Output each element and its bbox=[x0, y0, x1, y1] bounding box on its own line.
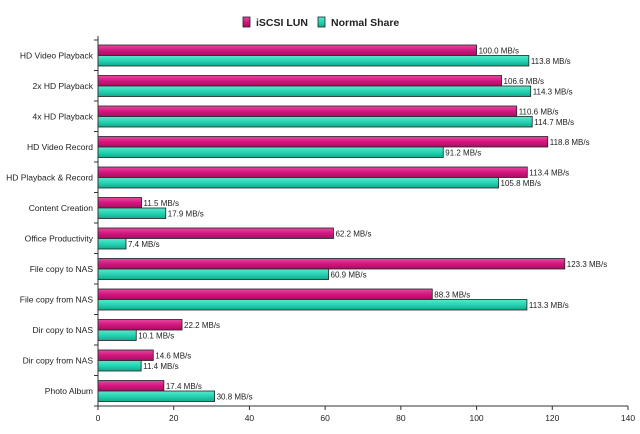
data-label-normal-share-hd-playback-record: 105.8 MB/s bbox=[501, 179, 541, 188]
category-label-4x-hd-playback: 4x HD Playback bbox=[33, 111, 94, 121]
data-label-normal-share-office-productivity: 7.4 MB/s bbox=[128, 240, 160, 249]
bar-iscsi-lun-file-copy-to-nas bbox=[97, 258, 566, 270]
bar-normal-share-dir-copy-from-nas bbox=[97, 360, 142, 372]
category-label-hd-video-playback: HD Video Playback bbox=[20, 50, 94, 60]
category-label-office-productivity: Office Productivity bbox=[25, 233, 94, 243]
legend-swatch-iscsi-lun bbox=[242, 16, 251, 28]
data-label-normal-share-file-copy-from-nas: 113.3 MB/s bbox=[529, 301, 569, 310]
data-label-normal-share-4x-hd-playback: 114.7 MB/s bbox=[534, 118, 574, 127]
bar-iscsi-lun-4x-hd-playback bbox=[97, 105, 518, 117]
legend-swatch-normal-share bbox=[317, 16, 326, 28]
x-tick-label: 60 bbox=[320, 413, 330, 423]
bar-normal-share-hd-playback-record bbox=[97, 177, 499, 189]
bar-iscsi-lun-dir-copy-to-nas bbox=[97, 319, 183, 331]
bar-normal-share-dir-copy-to-nas bbox=[97, 329, 137, 341]
bar-normal-share-file-copy-to-nas bbox=[97, 268, 329, 280]
bar-normal-share-2x-hd-playback bbox=[97, 85, 532, 97]
category-label-hd-playback-record: HD Playback & Record bbox=[6, 172, 93, 182]
x-tick-label: 0 bbox=[96, 413, 101, 423]
bar-iscsi-lun-hd-video-playback bbox=[97, 44, 477, 56]
category-label-dir-copy-from-nas: Dir copy from NAS bbox=[23, 355, 94, 365]
legend-label-iscsi-lun: iSCSI LUN bbox=[256, 17, 308, 29]
plot-area: 100.0 MB/s 113.8 MB/s 106.6 MB/s 114.3 MB/s… bbox=[97, 44, 607, 402]
bar-iscsi-lun-file-copy-from-nas bbox=[97, 288, 433, 300]
category-label-hd-video-record: HD Video Record bbox=[27, 142, 93, 152]
x-tick-label: 40 bbox=[245, 413, 255, 423]
legend: iSCSI LUN Normal Share bbox=[242, 16, 399, 29]
bar-iscsi-lun-2x-hd-playback bbox=[97, 75, 502, 87]
x-tick-label: 120 bbox=[545, 413, 559, 423]
bar-iscsi-lun-photo-album bbox=[97, 380, 165, 392]
data-label-normal-share-dir-copy-from-nas: 11.4 MB/s bbox=[143, 362, 178, 371]
data-label-iscsi-lun-content-creation: 11.5 MB/s bbox=[144, 199, 179, 208]
data-label-iscsi-lun-dir-copy-from-nas: 14.6 MB/s bbox=[155, 352, 191, 361]
data-label-iscsi-lun-4x-hd-playback: 110.6 MB/s bbox=[519, 108, 559, 117]
bar-normal-share-content-creation bbox=[97, 207, 167, 219]
bar-iscsi-lun-hd-video-record bbox=[97, 136, 549, 148]
legend-label-normal-share: Normal Share bbox=[331, 17, 399, 29]
x-tick-label: 140 bbox=[621, 413, 635, 423]
category-label-2x-hd-playback: 2x HD Playback bbox=[33, 81, 94, 91]
bar-iscsi-lun-content-creation bbox=[97, 197, 142, 209]
data-label-normal-share-photo-album: 30.8 MB/s bbox=[217, 393, 253, 402]
data-label-normal-share-hd-video-playback: 113.8 MB/s bbox=[531, 57, 571, 66]
bar-normal-share-office-productivity bbox=[97, 238, 127, 250]
data-label-iscsi-lun-dir-copy-to-nas: 22.2 MB/s bbox=[184, 321, 220, 330]
category-label-file-copy-to-nas: File copy to NAS bbox=[30, 264, 94, 274]
bar-normal-share-hd-video-playback bbox=[97, 55, 530, 67]
x-tick-label: 100 bbox=[469, 413, 483, 423]
data-label-iscsi-lun-hd-video-playback: 100.0 MB/s bbox=[479, 47, 519, 56]
category-label-dir-copy-to-nas: Dir copy to NAS bbox=[33, 325, 94, 335]
bar-normal-share-hd-video-record bbox=[97, 146, 444, 158]
data-label-iscsi-lun-photo-album: 17.4 MB/s bbox=[166, 382, 202, 391]
bar-iscsi-lun-hd-playback-record bbox=[97, 166, 528, 178]
data-label-normal-share-hd-video-record: 91.2 MB/s bbox=[445, 149, 481, 158]
data-label-iscsi-lun-hd-playback-record: 113.4 MB/s bbox=[529, 169, 569, 178]
data-label-iscsi-lun-2x-hd-playback: 106.6 MB/s bbox=[504, 77, 544, 86]
y-axis: HD Video Playback 2x HD Playback 4x HD Pla… bbox=[6, 36, 99, 407]
category-label-content-creation: Content Creation bbox=[29, 203, 94, 213]
bar-normal-share-4x-hd-playback bbox=[97, 116, 533, 128]
category-label-photo-album: Photo Album bbox=[45, 386, 93, 396]
x-tick-label: 20 bbox=[169, 413, 179, 423]
data-label-iscsi-lun-hd-video-record: 118.8 MB/s bbox=[550, 138, 590, 147]
data-label-normal-share-file-copy-to-nas: 60.9 MB/s bbox=[331, 271, 367, 280]
data-label-iscsi-lun-file-copy-from-nas: 88.3 MB/s bbox=[434, 291, 470, 300]
data-label-iscsi-lun-file-copy-to-nas: 123.3 MB/s bbox=[567, 260, 607, 269]
data-label-normal-share-dir-copy-to-nas: 10.1 MB/s bbox=[138, 332, 174, 341]
category-label-file-copy-from-nas: File copy from NAS bbox=[20, 294, 94, 304]
bar-normal-share-photo-album bbox=[97, 390, 215, 402]
x-axis: 0 20 40 60 80 100 120 140 bbox=[96, 405, 635, 423]
data-label-iscsi-lun-office-productivity: 62.2 MB/s bbox=[335, 230, 371, 239]
data-label-normal-share-content-creation: 17.9 MB/s bbox=[168, 210, 204, 219]
bar-iscsi-lun-dir-copy-from-nas bbox=[97, 349, 154, 361]
bar-iscsi-lun-office-productivity bbox=[97, 227, 334, 239]
data-label-normal-share-2x-hd-playback: 114.3 MB/s bbox=[533, 88, 573, 97]
bar-normal-share-file-copy-from-nas bbox=[97, 299, 528, 311]
x-tick-label: 80 bbox=[396, 413, 406, 423]
